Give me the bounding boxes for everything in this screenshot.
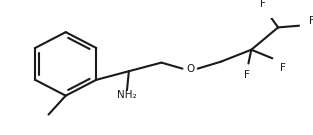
Text: F: F xyxy=(260,0,266,9)
Text: F: F xyxy=(280,63,286,73)
Text: F: F xyxy=(309,16,313,26)
Text: NH₂: NH₂ xyxy=(117,90,137,100)
Text: O: O xyxy=(186,64,194,74)
Text: F: F xyxy=(244,70,249,80)
